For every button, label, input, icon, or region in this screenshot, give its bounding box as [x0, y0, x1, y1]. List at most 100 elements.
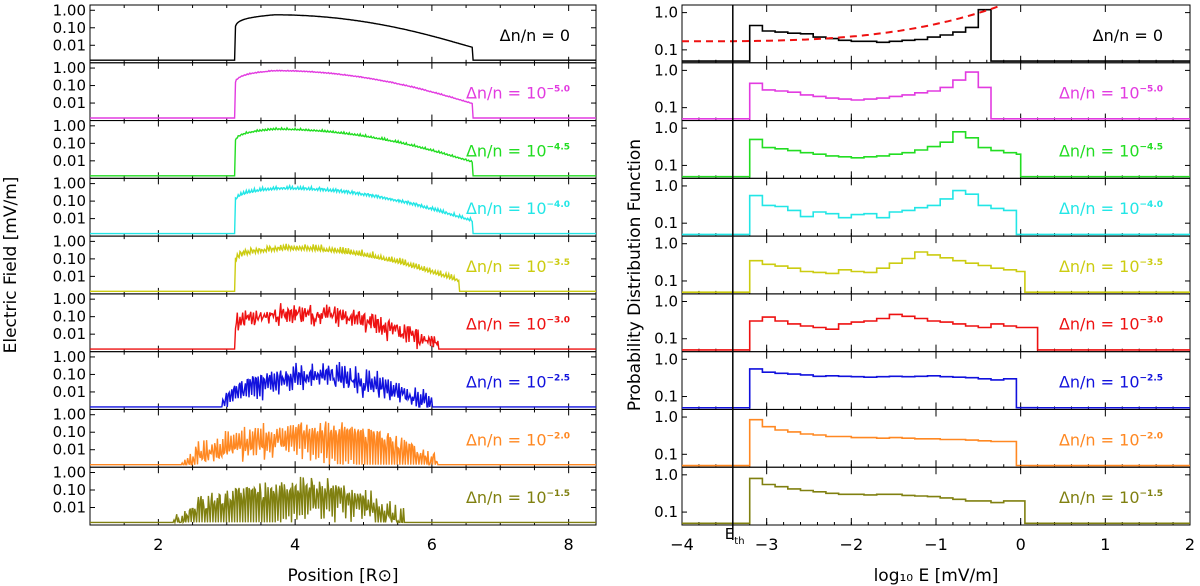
x-tick-label: 0 [1016, 535, 1026, 554]
y-tick-label: 1.00 [53, 1, 86, 19]
y-tick-label: 1.00 [53, 290, 86, 308]
right-chart-pdf: 1.0 0.1 Δn/n = 0 1.0 0.1 Δn/n = 10−5.0 1.0 0.1 Δ… [625, 4, 1195, 586]
field-trace [90, 69, 596, 119]
panel-frame [89, 466, 597, 526]
y-tick-label: 1.0 [654, 466, 678, 484]
histogram-step [682, 131, 1190, 178]
y-tick-label: 0.1 [654, 503, 678, 521]
y-tick-label: 0.1 [654, 214, 678, 232]
x-tick-label: −4 [670, 535, 694, 554]
histogram-step [682, 477, 1190, 525]
histogram-step [682, 368, 1190, 409]
x-tick-label: −3 [755, 535, 779, 554]
y-tick-label: 1.0 [654, 292, 678, 310]
y-tick-label: 1.00 [53, 463, 86, 481]
y-tick-label: 0.01 [53, 152, 86, 170]
panel-label: Δn/n = 10−3.0 [1059, 315, 1163, 334]
right-panel-3: 1.0 0.1 Δn/n = 10−4.5 [654, 119, 1191, 179]
histogram-step [682, 8, 1190, 62]
right-panel-2: 1.0 0.1 Δn/n = 10−5.0 [654, 61, 1191, 122]
left-panel-4: 1.000.100.01 Δn/n = 10−4.0 [53, 175, 597, 237]
x-tick-label: −2 [840, 535, 864, 554]
panel-label: Δn/n = 10−2.0 [1059, 430, 1163, 449]
left-panel-5: 1.000.100.01 Δn/n = 10−3.5 [53, 232, 597, 295]
left-panel-6: 1.000.100.01 Δn/n = 10−3.0 [53, 290, 597, 353]
y-tick-label: 0.10 [53, 134, 86, 152]
y-tick-label: 0.10 [53, 423, 86, 441]
field-trace [90, 126, 596, 177]
field-trace [90, 243, 596, 292]
left-panel-9: 1.000.100.01 Δn/n = 10−1.5 [53, 463, 597, 526]
panel-label: Δn/n = 10−3.5 [466, 257, 570, 276]
y-tick-label: 0.1 [654, 272, 678, 290]
x-tick-label: 6 [427, 535, 437, 554]
panel-label: Δn/n = 10−2.0 [466, 430, 570, 449]
y-tick-label: 1.0 [654, 177, 678, 195]
y-tick-label: 0.01 [53, 210, 86, 228]
panel-label: Δn/n = 10−1.5 [1059, 488, 1163, 507]
x-axis-label: Position [R⊙] [288, 566, 399, 586]
y-tick-label: 0.10 [53, 308, 86, 326]
y-tick-label: 1.00 [53, 117, 86, 135]
left-panel-7: 1.000.100.01 Δn/n = 10−2.5 [53, 348, 597, 410]
field-trace [90, 421, 596, 466]
y-tick-label: 0.01 [53, 325, 86, 343]
panel-label: Δn/n = 10−5.0 [466, 84, 570, 103]
y-tick-label: 1.00 [53, 175, 86, 193]
y-tick-label: 1.0 [654, 350, 678, 368]
y-tick-label: 1.0 [654, 408, 678, 426]
y-tick-label: 1.00 [53, 232, 86, 250]
panel-label: Δn/n = 10−4.5 [466, 141, 570, 160]
y-tick-label: 0.10 [53, 481, 86, 499]
y-tick-label: 0.01 [53, 498, 86, 516]
y-axis-label: Electric Field [mV/m] [1, 177, 21, 354]
panel-label: Δn/n = 10−2.5 [466, 372, 570, 391]
x-axis-label: log₁₀ E [mV/m] [874, 566, 999, 586]
panel-label: Δn/n = 10−3.0 [466, 315, 570, 334]
right-panel-9: 1.0 0.1 Δn/n = 10−1.5 [654, 466, 1191, 526]
panel-label: Δn/n = 10−4.0 [466, 199, 570, 218]
field-trace [90, 183, 596, 235]
left-panel-8: 1.000.100.01 Δn/n = 10−2.0 [53, 406, 597, 468]
left-panel-1: 1.000.100.01 Δn/n = 0 [53, 1, 597, 64]
x-tick-label: 2 [153, 535, 163, 554]
right-panel-1: 1.0 0.1 Δn/n = 0 [654, 4, 1191, 64]
y-tick-label: 0.01 [53, 36, 86, 54]
panel-label: Δn/n = 10−4.5 [1059, 141, 1163, 160]
histogram-step [682, 313, 1190, 351]
histogram-step [682, 251, 1190, 293]
panel-label: Δn/n = 10−2.5 [1059, 372, 1163, 391]
left-panel-3: 1.000.100.01 Δn/n = 10−4.5 [53, 117, 597, 179]
y-tick-label: 0.10 [53, 365, 86, 383]
field-trace [90, 14, 596, 61]
y-tick-label: 1.0 [654, 119, 678, 137]
right-panel-7: 1.0 0.1 Δn/n = 10−2.5 [654, 350, 1191, 410]
y-tick-label: 0.1 [654, 156, 678, 174]
panel-label: Δn/n = 10−5.0 [1059, 84, 1163, 103]
panel-label: Δn/n = 0 [1093, 26, 1163, 45]
y-tick-label: 0.01 [53, 267, 86, 285]
y-tick-label: 0.01 [53, 441, 86, 459]
field-trace [90, 303, 596, 350]
x-tick-label: −1 [924, 535, 948, 554]
field-trace [90, 476, 596, 525]
panel-label: Δn/n = 10−4.0 [1059, 199, 1163, 218]
y-tick-label: 0.10 [53, 250, 86, 268]
y-tick-label: 0.1 [654, 330, 678, 348]
panel-label: Δn/n = 0 [500, 26, 570, 45]
y-tick-label: 1.00 [53, 59, 86, 77]
y-tick-label: 0.1 [654, 445, 678, 463]
x-tick-label: 8 [564, 535, 574, 554]
x-tick-label: 4 [290, 535, 300, 554]
histogram-step [682, 71, 1190, 120]
panel-label: Δn/n = 10−3.5 [1059, 257, 1163, 276]
right-panel-8: 1.0 0.1 Δn/n = 10−2.0 [654, 408, 1191, 468]
left-panel-2: 1.000.100.01 Δn/n = 10−5.0 [53, 59, 597, 122]
y-tick-label: 1.0 [654, 235, 678, 253]
histogram-step [682, 418, 1190, 467]
y-tick-label: 0.1 [654, 388, 678, 406]
right-panel-4: 1.0 0.1 Δn/n = 10−4.0 [654, 177, 1191, 237]
field-trace [90, 361, 596, 408]
